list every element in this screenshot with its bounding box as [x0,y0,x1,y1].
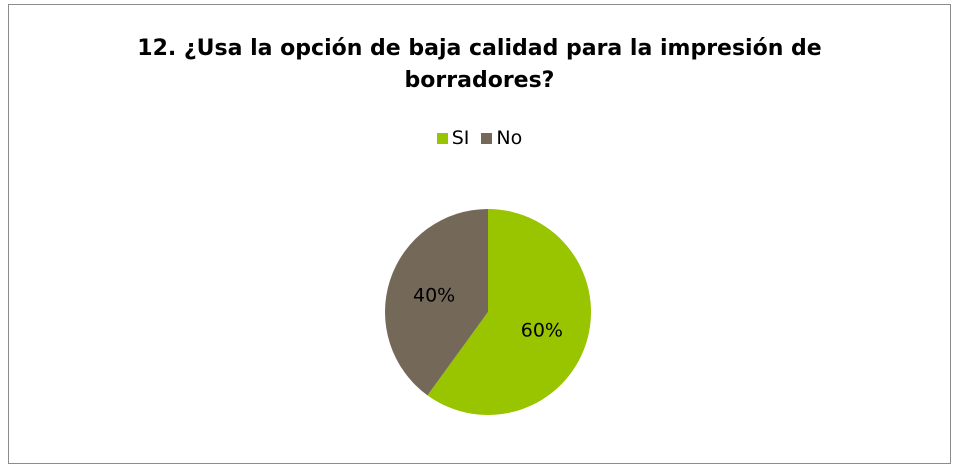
pie-chart: 60% 40% [9,5,950,460]
chart-area: 12. ¿Usa la opción de baja calidad para … [8,4,951,464]
data-label-si: 60% [521,320,563,342]
data-label-no: 40% [413,284,455,306]
